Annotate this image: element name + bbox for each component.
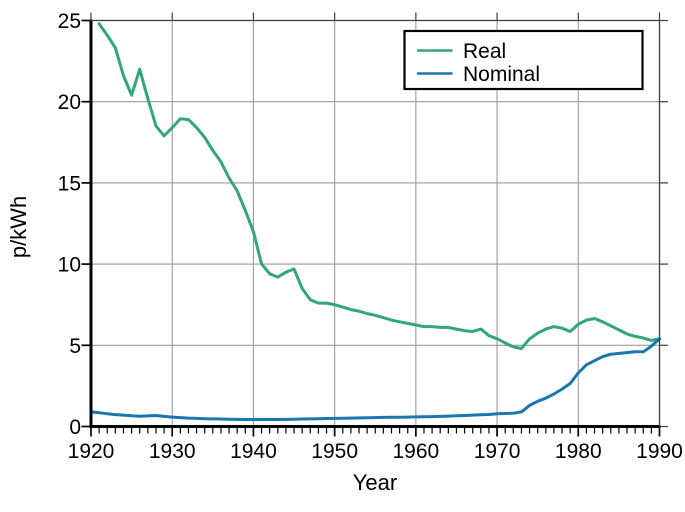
y-tick-label: 25: [58, 10, 81, 33]
y-tick-label: 10: [58, 254, 81, 277]
legend: Real Nominal: [403, 29, 644, 91]
x-tick-label: 1960: [392, 440, 439, 463]
x-tick-label: 1950: [311, 440, 358, 463]
y-tick-label: 0: [69, 416, 81, 439]
x-tick-label: 1980: [555, 440, 602, 463]
legend-label-real: Real: [463, 40, 506, 63]
legend-box: [403, 29, 644, 91]
x-tick-label: 1920: [68, 440, 115, 463]
y-axis-title: p/kWh: [6, 196, 31, 258]
x-tick-label: 1940: [230, 440, 277, 463]
y-tick-label: 5: [69, 335, 81, 358]
x-tick-label: 1930: [149, 440, 196, 463]
real-series-line: [97, 22, 661, 350]
y-tick-label: 20: [58, 91, 81, 114]
x-tick-label: 1970: [474, 440, 521, 463]
major-ticks: [81, 12, 668, 437]
tick-labels: 1920 1930 1940 1950 1960 1970 1980 1990 0 5 10 15 20…: [58, 10, 683, 463]
y-tick-label: 15: [58, 172, 81, 195]
series-lines: [89, 22, 661, 421]
plot-spines: [89, 19, 661, 428]
minor-ticks: [98, 428, 652, 434]
x-tick-label: 1990: [636, 440, 683, 463]
legend-label-nominal: Nominal: [463, 63, 540, 86]
nominal-series-line: [89, 337, 661, 421]
x-axis-title: Year: [353, 470, 397, 495]
